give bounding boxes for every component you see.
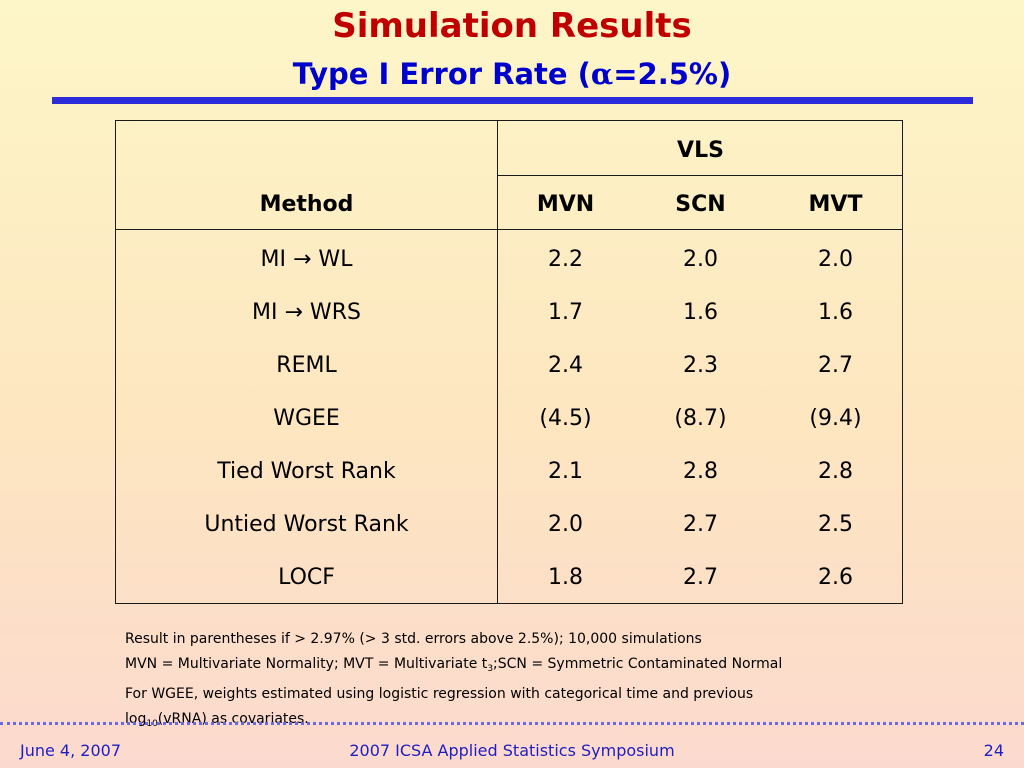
row-method-locf: LOCF (278, 565, 335, 590)
row-method-tied-worst-rank: Tied Worst Rank (217, 459, 396, 484)
cell-reml-mvt: 2.7 (818, 353, 853, 378)
cell-mi-wrs-scn: 1.6 (683, 300, 718, 325)
subtitle-suffix: =2.5%) (613, 57, 732, 91)
subtitle-alpha: α (590, 57, 614, 91)
group-header-vls: VLS (677, 138, 724, 163)
column-header-mvt: MVT (808, 192, 863, 217)
table-group-divider (497, 175, 902, 176)
table-vertical-divider (497, 121, 498, 603)
cell-locf-mvn: 1.8 (548, 565, 583, 590)
table-notes: Result in parentheses if > 2.97% (> 3 st… (125, 627, 915, 737)
note-line-3: For WGEE, weights estimated using logist… (125, 686, 754, 702)
title-underline (52, 97, 973, 104)
cell-reml-mvn: 2.4 (548, 353, 583, 378)
row-method-reml: REML (276, 353, 337, 378)
results-table: VLS Method MVN SCN MVT MI → WL 2.2 2.0 2… (115, 120, 903, 604)
note-line-2-subscript: 3 (487, 664, 494, 674)
cell-untied-worst-rank-mvt: 2.5 (818, 512, 853, 537)
row-method-wgee: WGEE (273, 406, 340, 431)
footer-page-number: 24 (983, 741, 1004, 760)
cell-mi-wl-mvt: 2.0 (818, 247, 853, 272)
cell-mi-wrs-mvt: 1.6 (818, 300, 853, 325)
cell-tied-worst-rank-mvt: 2.8 (818, 459, 853, 484)
column-header-scn: SCN (675, 192, 726, 217)
subtitle-prefix: Type I Error Rate ( (292, 57, 591, 91)
footer-event: 2007 ICSA Applied Statistics Symposium (349, 741, 675, 760)
cell-mi-wrs-mvn: 1.7 (548, 300, 583, 325)
cell-tied-worst-rank-mvn: 2.1 (548, 459, 583, 484)
cell-mi-wl-mvn: 2.2 (548, 247, 583, 272)
table-header-divider (116, 229, 902, 230)
cell-wgee-mvn: (4.5) (539, 406, 592, 431)
row-method-untied-worst-rank: Untied Worst Rank (204, 512, 409, 537)
slide-subtitle: Type I Error Rate (α=2.5%) (0, 56, 1024, 92)
row-method-mi-wrs: MI → WRS (252, 300, 361, 325)
row-method-mi-wl: MI → WL (260, 247, 353, 272)
slide-title: Simulation Results (332, 6, 692, 46)
cell-untied-worst-rank-scn: 2.7 (683, 512, 718, 537)
note-line-2-text-a: MVN = Multivariate Normality; MVT = Mult… (125, 656, 488, 672)
footer-date: June 4, 2007 (20, 741, 121, 760)
note-line-2-text-b: ;SCN = Symmetric Contaminated Normal (493, 656, 783, 672)
column-header-mvn: MVN (536, 192, 595, 217)
cell-mi-wl-scn: 2.0 (683, 247, 718, 272)
cell-wgee-mvt: (9.4) (809, 406, 862, 431)
cell-locf-mvt: 2.6 (818, 565, 853, 590)
method-header: Method (259, 192, 354, 217)
note-line-2: MVN = Multivariate Normality; MVT = Mult… (125, 652, 915, 682)
cell-locf-scn: 2.7 (683, 565, 718, 590)
cell-reml-scn: 2.3 (683, 353, 718, 378)
cell-tied-worst-rank-scn: 2.8 (683, 459, 718, 484)
footer-dotted-rule (0, 722, 1024, 725)
cell-wgee-scn: (8.7) (674, 406, 727, 431)
cell-untied-worst-rank-mvn: 2.0 (548, 512, 583, 537)
note-line-1: Result in parentheses if > 2.97% (> 3 st… (125, 631, 702, 647)
